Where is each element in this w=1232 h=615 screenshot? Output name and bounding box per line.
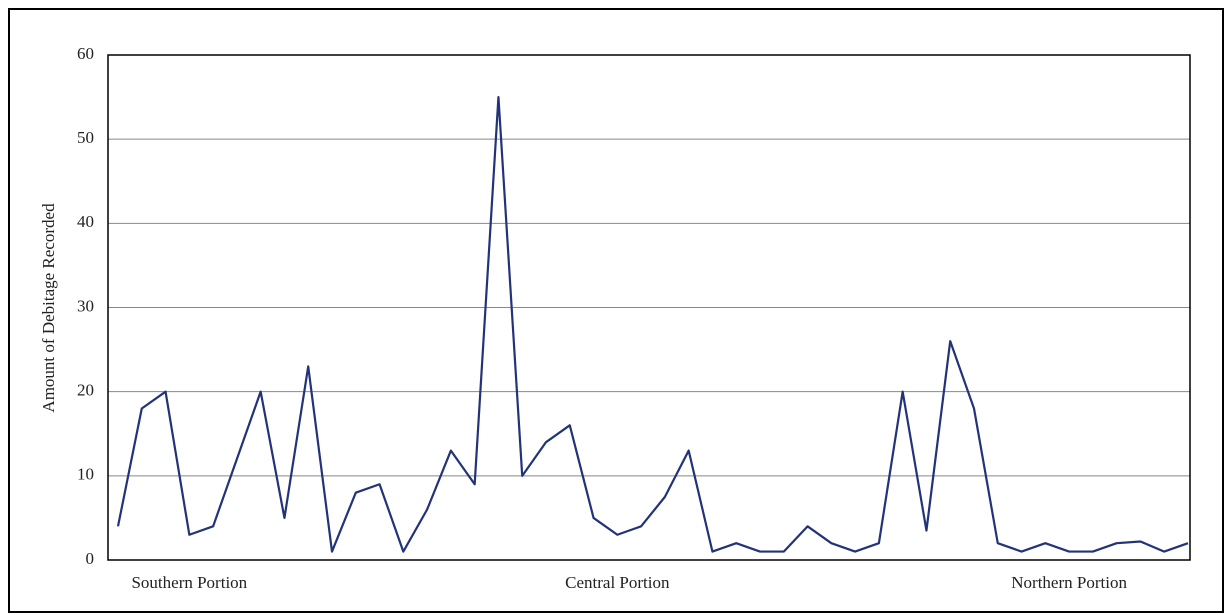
y-tick-label: 0: [86, 549, 95, 568]
plot-area: [107, 54, 1191, 561]
x-tick-label: Southern Portion: [131, 573, 247, 592]
series-line: [116, 95, 1189, 553]
y-axis-label: Amount of Debitage Recorded: [39, 203, 58, 413]
y-tick-label: 10: [77, 465, 94, 484]
y-tick-label: 30: [77, 296, 94, 315]
y-tick-label: 60: [77, 44, 94, 63]
x-tick-label: Northern Portion: [1011, 573, 1127, 592]
y-tick-label: 40: [77, 212, 94, 231]
x-tick-label: Central Portion: [565, 573, 670, 592]
y-tick-label: 50: [77, 128, 94, 147]
y-tick-label: 20: [77, 381, 94, 400]
frame: [8, 8, 1224, 613]
